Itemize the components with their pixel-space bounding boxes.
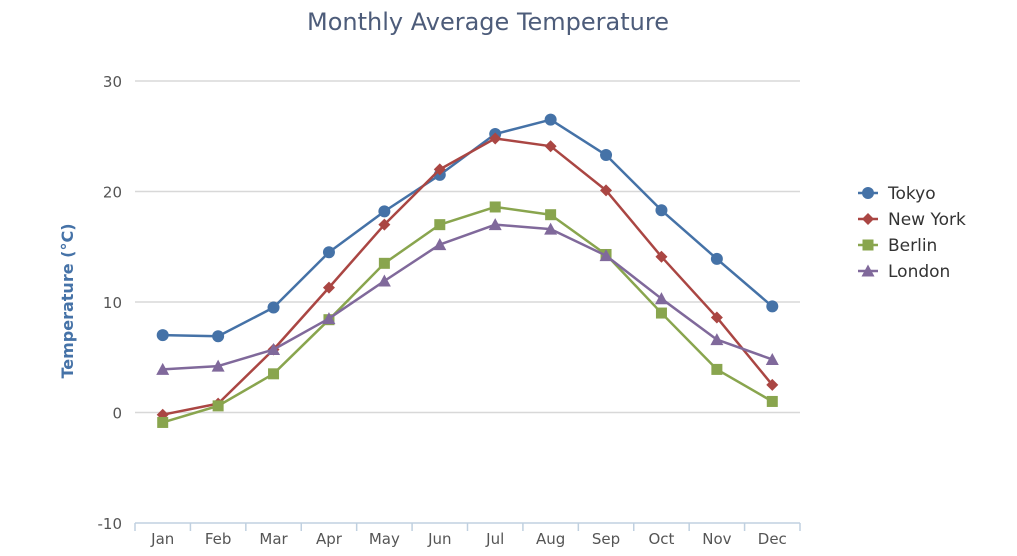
- series-lines: [156, 113, 779, 428]
- legend-item[interactable]: Tokyo: [858, 184, 936, 204]
- y-tick-label: 30: [103, 73, 122, 91]
- data-point: [600, 149, 613, 162]
- data-point: [544, 140, 557, 153]
- data-point: [711, 363, 723, 375]
- data-point: [599, 249, 613, 262]
- legend-label: New York: [888, 210, 966, 230]
- data-point: [655, 307, 667, 319]
- x-tick-label: Apr: [316, 530, 343, 548]
- data-point: [488, 218, 502, 231]
- x-tick-label: Jul: [485, 530, 504, 548]
- data-point: [655, 204, 668, 217]
- x-tick-label: May: [369, 530, 400, 548]
- data-point: [766, 378, 779, 391]
- legend-item[interactable]: Berlin: [858, 236, 937, 256]
- y-tick-label: -10: [98, 515, 123, 533]
- data-point: [322, 246, 335, 259]
- data-point: [378, 218, 391, 231]
- data-point: [378, 205, 391, 218]
- data-point: [710, 333, 724, 346]
- data-point: [156, 362, 170, 375]
- data-point: [489, 201, 501, 213]
- data-point: [433, 163, 446, 176]
- legend-label: Berlin: [888, 236, 937, 256]
- data-point: [268, 368, 280, 380]
- x-tick-label: Oct: [648, 530, 674, 548]
- data-point: [766, 300, 779, 313]
- x-tick-label: Dec: [758, 530, 787, 548]
- data-point: [378, 257, 390, 269]
- x-tick-label: Jan: [150, 530, 174, 548]
- data-point: [544, 113, 557, 126]
- data-point: [544, 222, 558, 235]
- legend-label: Tokyo: [887, 184, 936, 204]
- data-point: [433, 238, 447, 251]
- series-tokyo: [156, 113, 779, 343]
- data-point: [434, 219, 446, 231]
- data-point: [766, 395, 778, 407]
- legend-item[interactable]: New York: [858, 210, 966, 230]
- data-point: [157, 416, 169, 428]
- series-london: [156, 218, 779, 375]
- chart-title: Monthly Average Temperature: [307, 8, 669, 36]
- y-tick-label: 10: [103, 294, 122, 312]
- legend-item[interactable]: London: [858, 262, 950, 282]
- data-point: [710, 252, 723, 265]
- data-point: [655, 250, 668, 263]
- x-tick-label: Jun: [427, 530, 451, 548]
- x-tick-label: Mar: [259, 530, 288, 548]
- y-tick-label: 0: [112, 405, 122, 423]
- series-new-york: [156, 132, 779, 421]
- legend-marker: [862, 239, 874, 251]
- data-point: [267, 301, 280, 314]
- series-line: [162, 223, 773, 371]
- grid-lines: [135, 80, 800, 414]
- y-axis-ticks: -10 0 10 20 30: [98, 73, 123, 533]
- data-point: [212, 400, 224, 412]
- series-line: [162, 118, 774, 338]
- x-tick-label: Sep: [592, 530, 620, 548]
- legend-marker: [862, 213, 874, 225]
- data-point: [654, 292, 668, 305]
- y-tick-label: 20: [103, 184, 122, 202]
- data-point: [710, 311, 723, 324]
- x-tick-label: Nov: [702, 530, 731, 548]
- data-point: [545, 209, 557, 221]
- data-point: [765, 352, 779, 365]
- data-point: [156, 329, 169, 342]
- series-line: [162, 205, 773, 424]
- x-axis: Jan Feb Mar Apr May Jun Jul Aug Sep Oct Nov Dec: [134, 522, 801, 548]
- legend-marker: [861, 264, 875, 277]
- x-tick-label: Aug: [536, 530, 565, 548]
- legend: Tokyo New York Berlin London: [858, 184, 966, 282]
- data-point: [211, 359, 225, 372]
- y-axis-label: Temperature (°C): [58, 223, 77, 378]
- legend-marker: [862, 187, 874, 199]
- data-point: [489, 132, 502, 145]
- data-point: [267, 343, 281, 356]
- data-point: [322, 312, 336, 325]
- x-tick-label: Feb: [205, 530, 232, 548]
- legend-label: London: [888, 262, 950, 282]
- series-line: [162, 137, 774, 416]
- data-point: [377, 274, 391, 287]
- data-point: [600, 184, 613, 197]
- data-point: [322, 281, 335, 294]
- data-point: [212, 330, 225, 343]
